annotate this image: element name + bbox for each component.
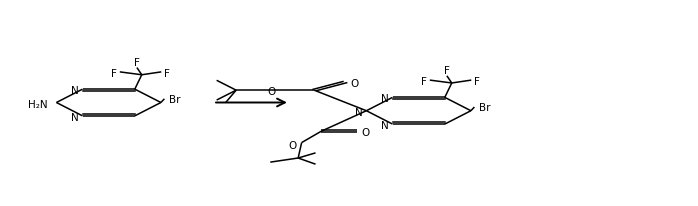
Text: O: O <box>288 140 297 150</box>
Text: O: O <box>267 87 276 97</box>
Text: N: N <box>71 112 79 122</box>
Text: F: F <box>164 69 170 78</box>
Text: Br: Br <box>169 95 180 104</box>
Text: Br: Br <box>479 103 490 113</box>
Text: F: F <box>421 77 427 87</box>
Text: F: F <box>111 69 117 78</box>
Text: F: F <box>134 57 140 67</box>
Text: F: F <box>474 77 480 87</box>
Text: N: N <box>71 86 79 96</box>
Text: F: F <box>444 66 450 75</box>
Text: O: O <box>350 78 359 88</box>
Text: H₂N: H₂N <box>29 99 48 109</box>
Text: N: N <box>355 107 363 117</box>
Text: N: N <box>381 121 389 130</box>
Text: N: N <box>381 94 389 104</box>
Text: O: O <box>362 128 370 138</box>
